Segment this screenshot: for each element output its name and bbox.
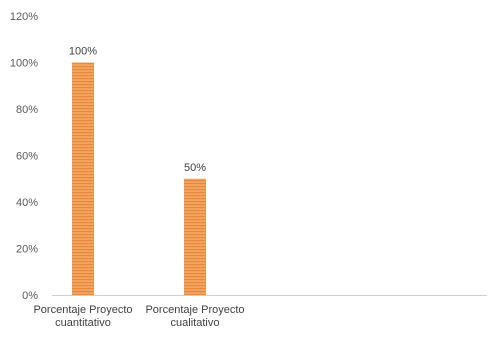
- x-category-label-line: Porcentaje Proyecto: [33, 304, 132, 316]
- y-tick-label: 100%: [10, 58, 38, 70]
- y-tick-label: 60%: [16, 151, 38, 163]
- bar: [72, 62, 94, 295]
- x-category-label: Porcentaje Proyecto cuantitativo: [33, 304, 132, 329]
- y-tick-label: 20%: [16, 244, 38, 256]
- x-category-label-line: Porcentaje Proyecto: [145, 304, 244, 316]
- bars: [72, 62, 206, 295]
- data-label: 50%: [184, 162, 206, 174]
- y-tick-label: 120%: [10, 11, 38, 23]
- x-axis-category-labels: Porcentaje Proyecto cuantitativoPorcentaj…: [33, 304, 244, 329]
- x-category-label-line: cualitativo: [171, 317, 220, 329]
- data-label: 100%: [69, 46, 97, 58]
- y-axis-tick-labels: 0% 20% 40% 60% 80% 100% 120%: [10, 11, 38, 302]
- bar: [184, 178, 206, 295]
- y-tick-label: 80%: [16, 104, 38, 116]
- x-category-label-line: cuantitativo: [55, 317, 111, 329]
- y-tick-label: 0%: [22, 290, 38, 302]
- data-labels: 100% 50%: [69, 46, 206, 174]
- x-category-label: Porcentaje Proyecto cualitativo: [145, 304, 244, 329]
- y-tick-label: 40%: [16, 197, 38, 209]
